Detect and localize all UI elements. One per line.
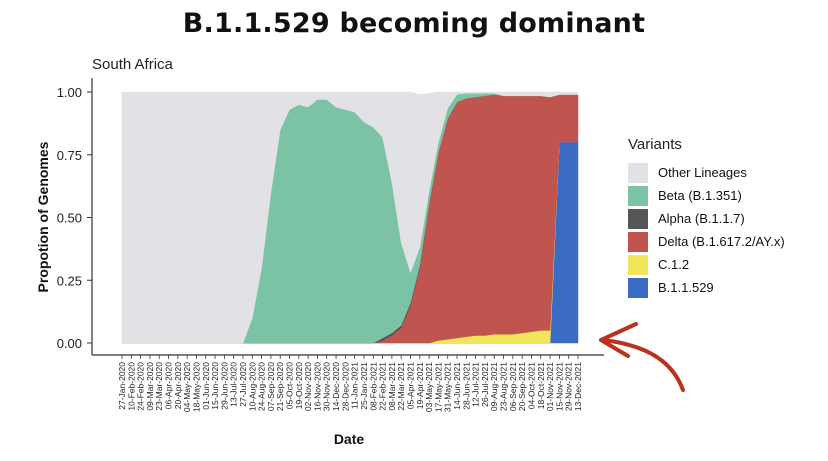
legend-swatch <box>628 254 648 275</box>
chart-subtitle: South Africa <box>92 56 173 73</box>
x-tick-label: 17-May-2021 <box>433 362 443 412</box>
x-tick-label: 21-Sep-2020 <box>275 362 285 411</box>
legend-title: Variants <box>628 136 682 153</box>
legend-item: Delta (B.1.617.2/AY.x) <box>628 230 785 253</box>
x-tick-label: 06-Apr-2020 <box>164 362 174 410</box>
legend-swatch <box>628 277 648 298</box>
y-tick-label: 0.25 <box>57 273 82 288</box>
x-tick-label: 23-Mar-2020 <box>154 362 164 411</box>
x-tick-label: 25-Jan-2021 <box>359 362 369 410</box>
legend: Variants Other Lineages Beta (B.1.351) Alp… <box>628 136 785 299</box>
legend-item: Other Lineages <box>628 161 785 184</box>
legend-item: Alpha (B.1.1.7) <box>628 207 785 230</box>
x-tick-label: 24-Aug-2020 <box>257 362 267 411</box>
x-tick-label: 29-Nov-2021 <box>564 362 574 411</box>
legend-label: Beta (B.1.351) <box>658 188 742 203</box>
legend-label: C.1.2 <box>658 257 690 272</box>
x-tick-label: 01-Jun-2020 <box>201 362 211 410</box>
legend-label: B.1.1.529 <box>658 280 714 295</box>
legend-label: Other Lineages <box>658 165 747 180</box>
arrow-shaft <box>601 338 685 392</box>
x-tick-label: 08-Feb-2021 <box>368 362 378 411</box>
x-tick-label: 23-Aug-2021 <box>499 362 509 411</box>
x-tick-label: 31-May-2021 <box>443 362 453 412</box>
x-tick-label: 27-Jul-2020 <box>238 362 248 407</box>
x-tick-label: 24-Feb-2020 <box>136 362 146 411</box>
x-tick-label: 05-Apr-2021 <box>406 362 416 410</box>
x-tick-label: 15-Nov-2021 <box>554 362 564 411</box>
x-tick-label: 07-Sep-2020 <box>266 362 276 411</box>
legend-swatch <box>628 231 648 252</box>
x-tick-label: 18-May-2020 <box>191 362 201 412</box>
x-tick-label: 12-Jul-2021 <box>471 362 481 407</box>
x-tick-label: 22-Feb-2021 <box>378 362 388 411</box>
x-tick-label: 28-Dec-2020 <box>340 362 350 411</box>
x-tick-label: 27-Jan-2020 <box>117 362 127 410</box>
area-layers <box>121 91 579 344</box>
x-tick-label: 14-Jun-2021 <box>452 362 462 410</box>
legend-item: B.1.1.529 <box>628 276 785 299</box>
x-tick-label: 03-May-2021 <box>424 362 434 412</box>
x-tick-label: 26-Jul-2021 <box>480 362 490 407</box>
x-axis-label: Date <box>334 431 365 447</box>
x-tick-label: 10-Feb-2020 <box>126 362 136 411</box>
legend-item: Beta (B.1.351) <box>628 184 785 207</box>
legend-label: Alpha (B.1.1.7) <box>658 211 745 226</box>
x-tick-label: 02-Nov-2020 <box>303 362 313 411</box>
x-tick-label: 13-Jul-2020 <box>229 362 239 407</box>
arrow-head <box>599 322 638 358</box>
x-tick-label: 28-Jun-2021 <box>461 362 471 410</box>
legend-items: Other Lineages Beta (B.1.351) Alpha (B.1.1… <box>628 161 785 299</box>
legend-label: Delta (B.1.617.2/AY.x) <box>658 234 785 249</box>
x-tick-label: 06-Sep-2021 <box>508 362 518 411</box>
x-tick-label: 09-Mar-2020 <box>145 362 155 411</box>
x-tick-label: 04-Oct-2021 <box>527 362 537 410</box>
x-tick-label: 15-Jun-2020 <box>210 362 220 410</box>
legend-swatch <box>628 208 648 229</box>
x-tick-label: 01-Nov-2021 <box>545 362 555 411</box>
chart-title: B.1.1.529 becoming dominant <box>182 8 646 39</box>
y-tick-label: 0.75 <box>57 148 82 163</box>
y-tick-label: 1.00 <box>57 85 82 100</box>
x-tick-label: 18-Oct-2021 <box>536 362 546 410</box>
legend-item: C.1.2 <box>628 253 785 276</box>
x-tick-label: 05-Oct-2020 <box>285 362 295 410</box>
x-ticks: 27-Jan-2020 10-Feb-2020 24-Feb-2020 09-Mar-… <box>117 355 583 412</box>
x-tick-label: 19-Apr-2021 <box>415 362 425 410</box>
x-tick-label: 04-May-2020 <box>182 362 192 412</box>
x-tick-label: 22-Mar-2021 <box>396 362 406 411</box>
y-axis-label: Propotion of Genomes <box>35 141 51 292</box>
x-tick-label: 14-Dec-2020 <box>331 362 341 411</box>
x-tick-label: 08-Mar-2021 <box>387 362 397 411</box>
legend-swatch <box>628 185 648 206</box>
y-tick-label: 0.00 <box>57 336 82 351</box>
legend-swatch <box>628 162 648 183</box>
x-tick-label: 10-Aug-2020 <box>247 362 257 411</box>
x-tick-label: 20-Apr-2020 <box>173 362 183 410</box>
axes <box>91 78 604 356</box>
x-tick-label: 16-Nov-2020 <box>312 362 322 411</box>
x-tick-label: 09-Aug-2021 <box>489 362 499 411</box>
x-tick-label: 20-Sep-2021 <box>517 362 527 411</box>
area-other-lineages <box>121 91 579 344</box>
x-tick-label: 13-Dec-2021 <box>573 362 583 411</box>
x-tick-label: 30-Nov-2020 <box>322 362 332 411</box>
x-tick-label: 19-Oct-2020 <box>294 362 304 410</box>
y-tick-label: 0.50 <box>57 211 82 226</box>
x-tick-label: 11-Jan-2021 <box>350 362 360 409</box>
x-tick-label: 29-Jun-2020 <box>219 362 229 410</box>
y-ticks: 0.00 0.25 0.50 0.75 1.00 <box>57 85 92 351</box>
